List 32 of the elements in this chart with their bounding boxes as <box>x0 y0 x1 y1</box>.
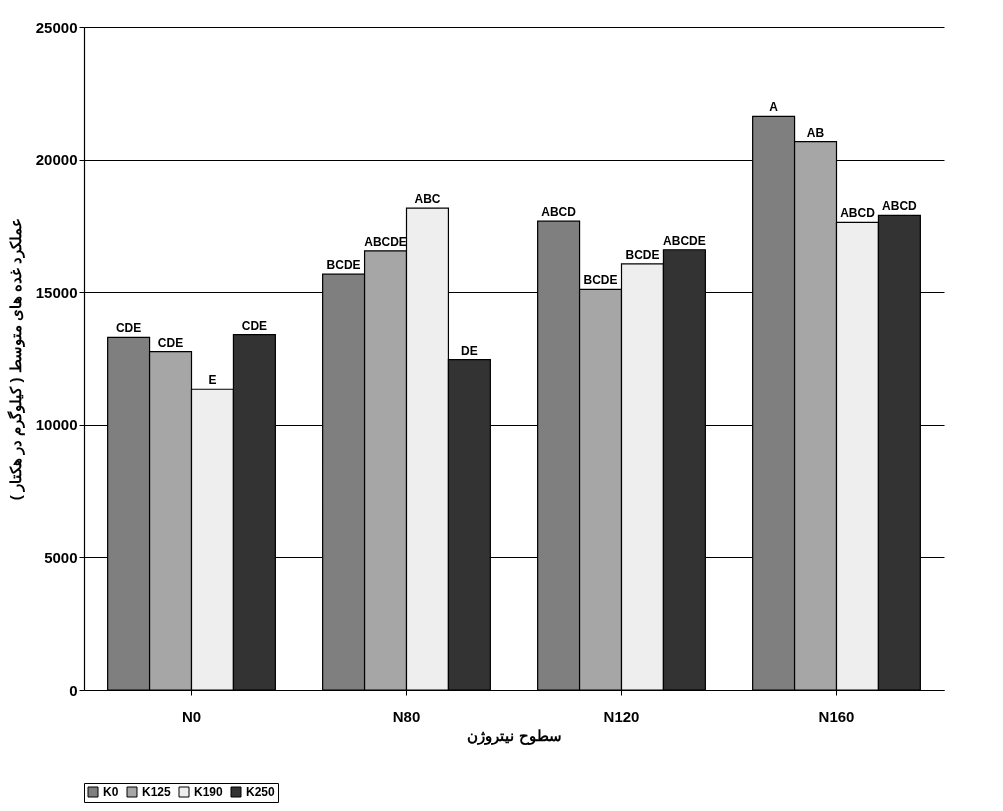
y-tick-label: 20000 <box>35 151 78 169</box>
data-label: CDE <box>115 321 142 336</box>
data-label: ABCD <box>840 206 876 221</box>
data-label: E <box>208 373 217 388</box>
legend-label: K125 <box>142 785 172 799</box>
data-label: ABCDE <box>364 234 407 249</box>
data-label: ABCDE <box>663 233 706 248</box>
data-label: ABC <box>414 192 441 207</box>
y-tick-label: 15000 <box>35 283 78 301</box>
data-label: AB <box>806 125 825 140</box>
data-label: ABCD <box>541 205 577 220</box>
x-tick-label: N160 <box>818 707 855 725</box>
data-label: ABCD <box>882 199 918 214</box>
x-tick-label: N0 <box>181 707 202 725</box>
data-label: CDE <box>241 318 268 333</box>
y-axis-title: عملکرد غده های متوسط ( کیلوگرم در هکتار ) <box>6 217 25 501</box>
data-label: DE <box>461 343 478 358</box>
legend-label: K0 <box>103 785 119 799</box>
x-axis-title: سطوح نیتروژن <box>467 726 562 745</box>
y-tick-label: 10000 <box>35 416 78 434</box>
data-label: BCDE <box>583 273 618 288</box>
data-label: BCDE <box>625 247 660 262</box>
legend-label: K190 <box>194 785 224 799</box>
data-label: A <box>769 100 779 115</box>
y-tick-label: 5000 <box>44 548 78 566</box>
data-label: CDE <box>157 335 184 350</box>
legend-label: K250 <box>246 785 276 799</box>
y-tick-label: 25000 <box>35 18 78 36</box>
x-tick-label: N120 <box>603 707 640 725</box>
data-label: BCDE <box>326 258 361 273</box>
x-tick-label: N80 <box>392 707 421 725</box>
y-tick-label: 0 <box>69 681 78 699</box>
